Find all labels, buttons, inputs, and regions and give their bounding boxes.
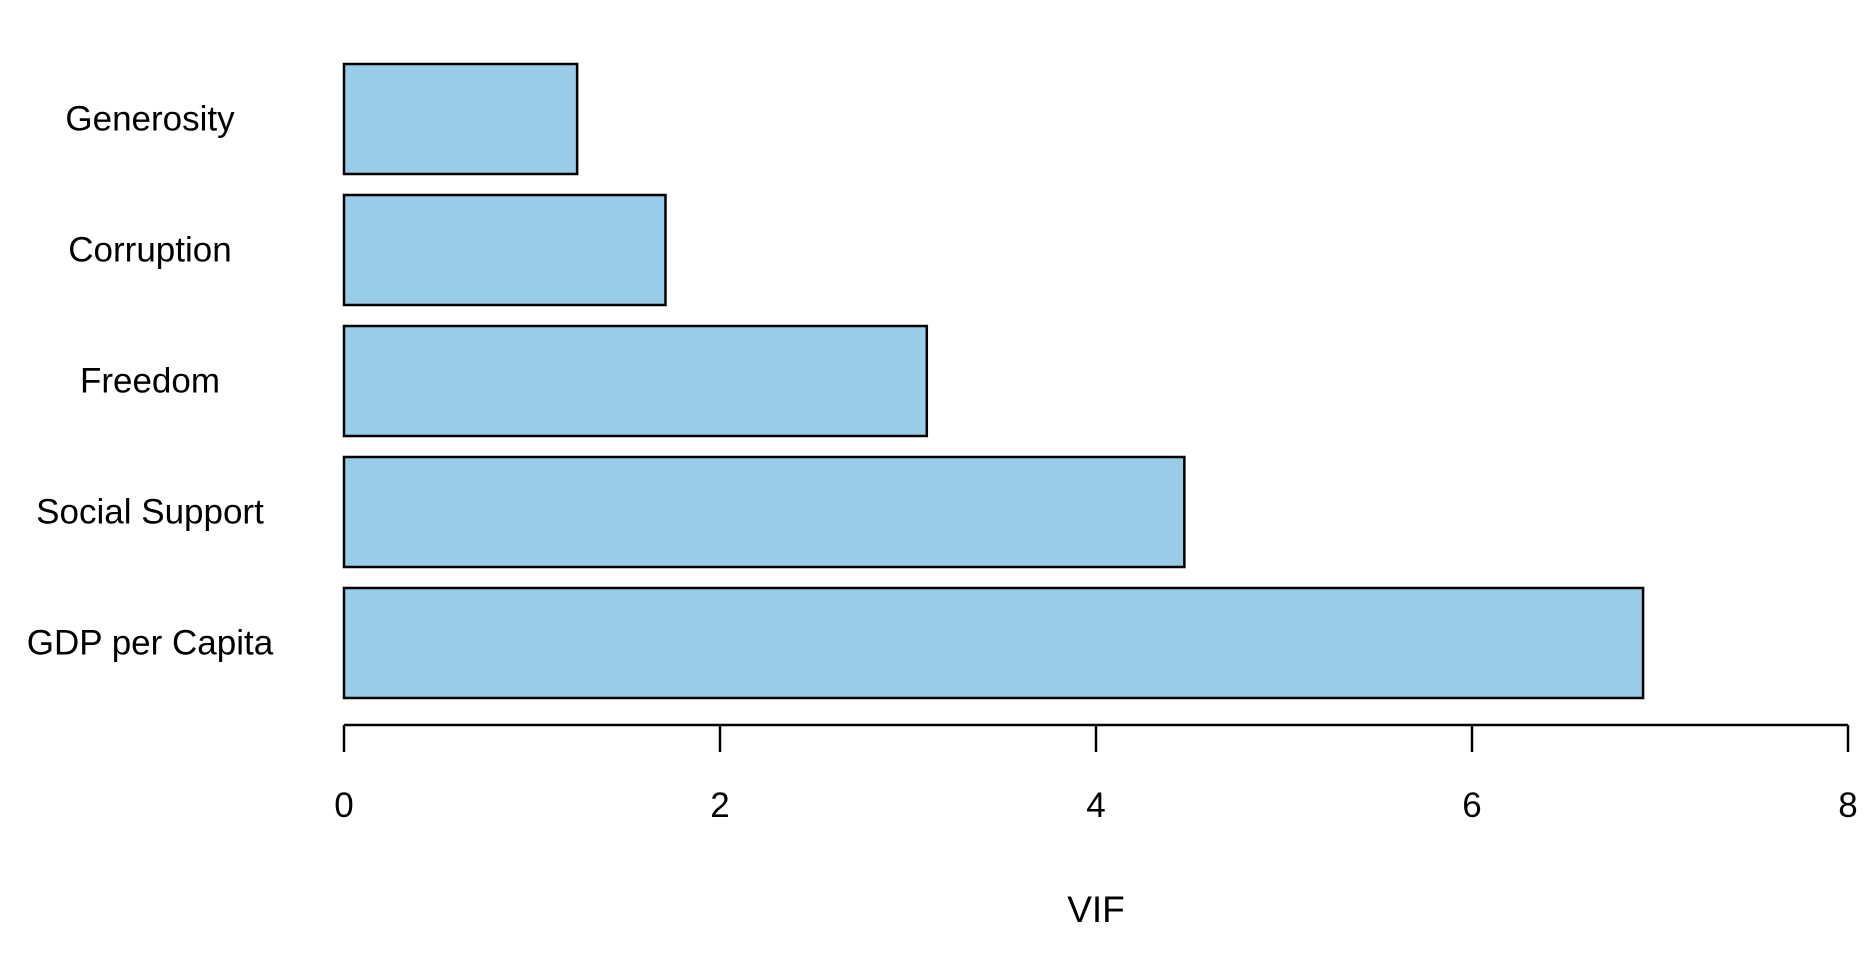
x-tick-label: 0 xyxy=(334,786,353,825)
x-axis: 0 2 4 6 8 xyxy=(334,723,1858,825)
category-label: Generosity xyxy=(65,100,235,139)
bar-social-support xyxy=(342,455,1186,569)
bar-corruption xyxy=(342,193,667,307)
category-labels: Generosity Corruption Freedom Social Suppor… xyxy=(27,100,274,663)
bar-freedom xyxy=(342,324,929,438)
bar-generosity xyxy=(342,62,579,176)
category-label: Corruption xyxy=(68,231,231,270)
x-tick-label: 4 xyxy=(1086,786,1105,825)
category-label: Social Support xyxy=(36,493,264,532)
x-axis-title: VIF xyxy=(1067,889,1125,930)
category-label: Freedom xyxy=(80,362,220,401)
x-tick-label: 2 xyxy=(710,786,729,825)
bars-group xyxy=(342,62,1645,700)
x-tick-label: 8 xyxy=(1838,786,1857,825)
bar-gdp-per-capita xyxy=(342,586,1645,700)
category-label: GDP per Capita xyxy=(27,624,274,663)
x-tick-label: 6 xyxy=(1462,786,1481,825)
